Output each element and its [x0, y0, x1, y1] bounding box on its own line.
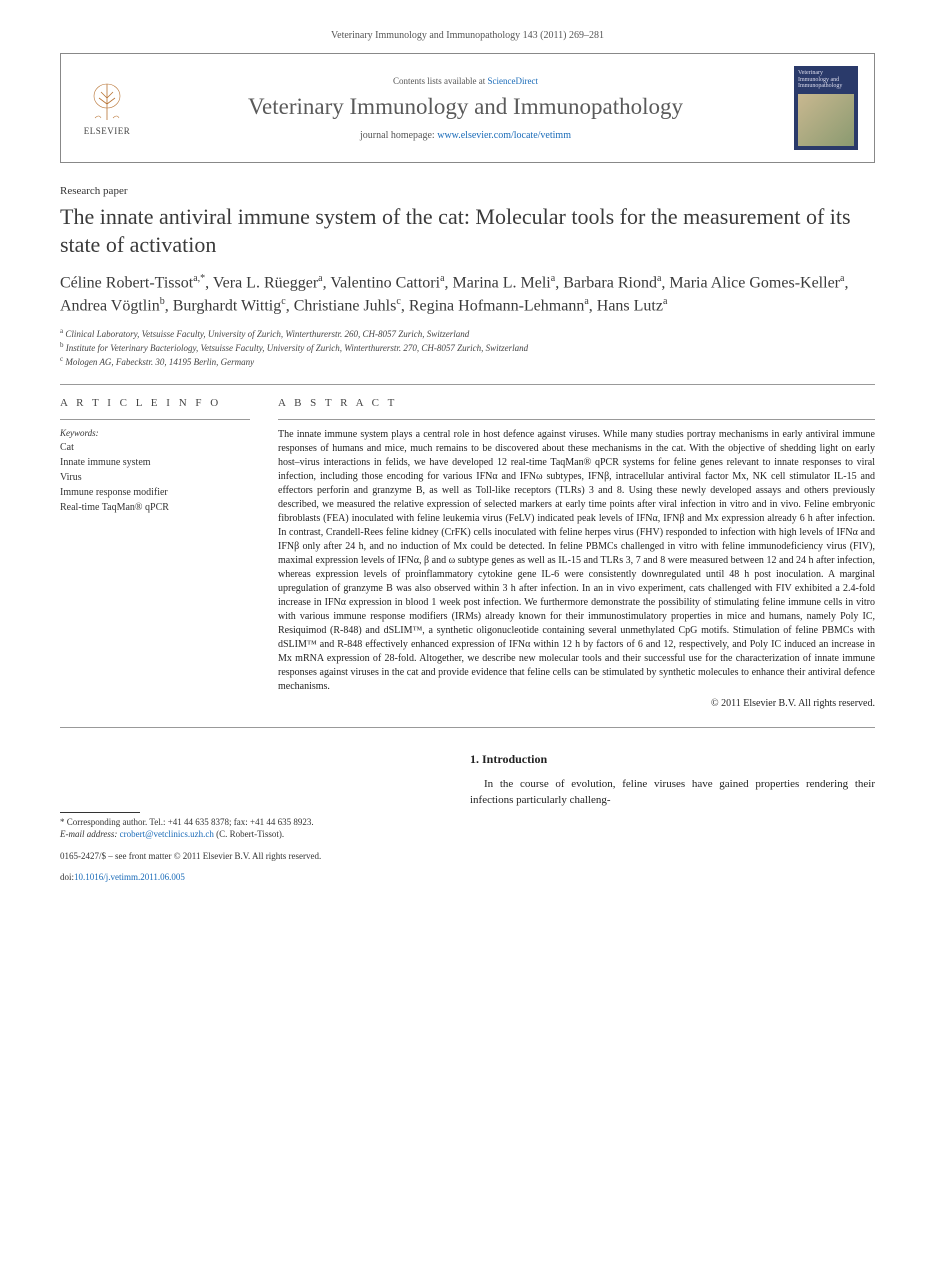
- homepage-line: journal homepage: www.elsevier.com/locat…: [147, 130, 784, 141]
- email-suffix: (C. Robert-Tissot).: [214, 829, 284, 839]
- keyword-item: Immune response modifier: [60, 485, 250, 500]
- cover-title: Veterinary Immunology and Immunopatholog…: [798, 70, 854, 90]
- email-line: E-mail address: crobert@vetclinics.uzh.c…: [60, 829, 430, 841]
- journal-cover: Veterinary Immunology and Immunopatholog…: [794, 66, 858, 150]
- doi-link[interactable]: 10.1016/j.vetimm.2011.06.005: [74, 872, 185, 882]
- affiliations: a Clinical Laboratory, Vetsuisse Faculty…: [60, 327, 875, 368]
- article-info-column: A R T I C L E I N F O Keywords: CatInnat…: [60, 397, 250, 709]
- abstract-heading: A B S T R A C T: [278, 397, 875, 409]
- citation-line: Veterinary Immunology and Immunopatholog…: [60, 30, 875, 41]
- intro-heading: 1. Introduction: [470, 752, 875, 767]
- homepage-link[interactable]: www.elsevier.com/locate/vetimm: [437, 130, 571, 141]
- footer-column: * Corresponding author. Tel.: +41 44 635…: [60, 752, 430, 884]
- footnote-divider: [60, 812, 140, 813]
- bottom-divider: [60, 727, 875, 728]
- keyword-item: Cat: [60, 440, 250, 455]
- elsevier-logo: ELSEVIER: [77, 80, 137, 136]
- corresponding-author: * Corresponding author. Tel.: +41 44 635…: [60, 817, 430, 829]
- abstract-copyright: © 2011 Elsevier B.V. All rights reserved…: [278, 698, 875, 709]
- introduction-column: 1. Introduction In the course of evoluti…: [470, 752, 875, 884]
- section-divider: [60, 384, 875, 385]
- abstract-divider: [278, 419, 875, 420]
- info-divider: [60, 419, 250, 420]
- abstract-column: A B S T R A C T The innate immune system…: [278, 397, 875, 709]
- email-label: E-mail address:: [60, 829, 120, 839]
- doi-label: doi:: [60, 872, 74, 882]
- journal-header: ELSEVIER Contents lists available at Sci…: [60, 53, 875, 163]
- homepage-prefix: journal homepage:: [360, 130, 437, 141]
- abstract-text: The innate immune system plays a central…: [278, 428, 875, 694]
- keywords-label: Keywords:: [60, 428, 250, 438]
- journal-name: Veterinary Immunology and Immunopatholog…: [147, 94, 784, 120]
- keyword-item: Real-time TaqMan® qPCR: [60, 500, 250, 515]
- article-type: Research paper: [60, 185, 875, 197]
- doi-line: doi:10.1016/j.vetimm.2011.06.005: [60, 872, 430, 884]
- elsevier-label: ELSEVIER: [77, 126, 137, 136]
- article-info-heading: A R T I C L E I N F O: [60, 397, 250, 409]
- email-link[interactable]: crobert@vetclinics.uzh.ch: [120, 829, 214, 839]
- authors: Céline Robert-Tissota,*, Vera L. Rüegger…: [60, 272, 875, 317]
- contents-prefix: Contents lists available at: [393, 76, 487, 86]
- contents-line: Contents lists available at ScienceDirec…: [147, 76, 784, 86]
- keyword-item: Virus: [60, 470, 250, 485]
- keyword-item: Innate immune system: [60, 455, 250, 470]
- issn-line: 0165-2427/$ – see front matter © 2011 El…: [60, 851, 430, 863]
- elsevier-tree-icon: [85, 80, 129, 124]
- article-title: The innate antiviral immune system of th…: [60, 203, 875, 258]
- cover-image: [798, 94, 854, 146]
- keywords-list: CatInnate immune systemVirusImmune respo…: [60, 440, 250, 515]
- sciencedirect-link[interactable]: ScienceDirect: [488, 76, 538, 86]
- intro-text: In the course of evolution, feline virus…: [470, 777, 875, 808]
